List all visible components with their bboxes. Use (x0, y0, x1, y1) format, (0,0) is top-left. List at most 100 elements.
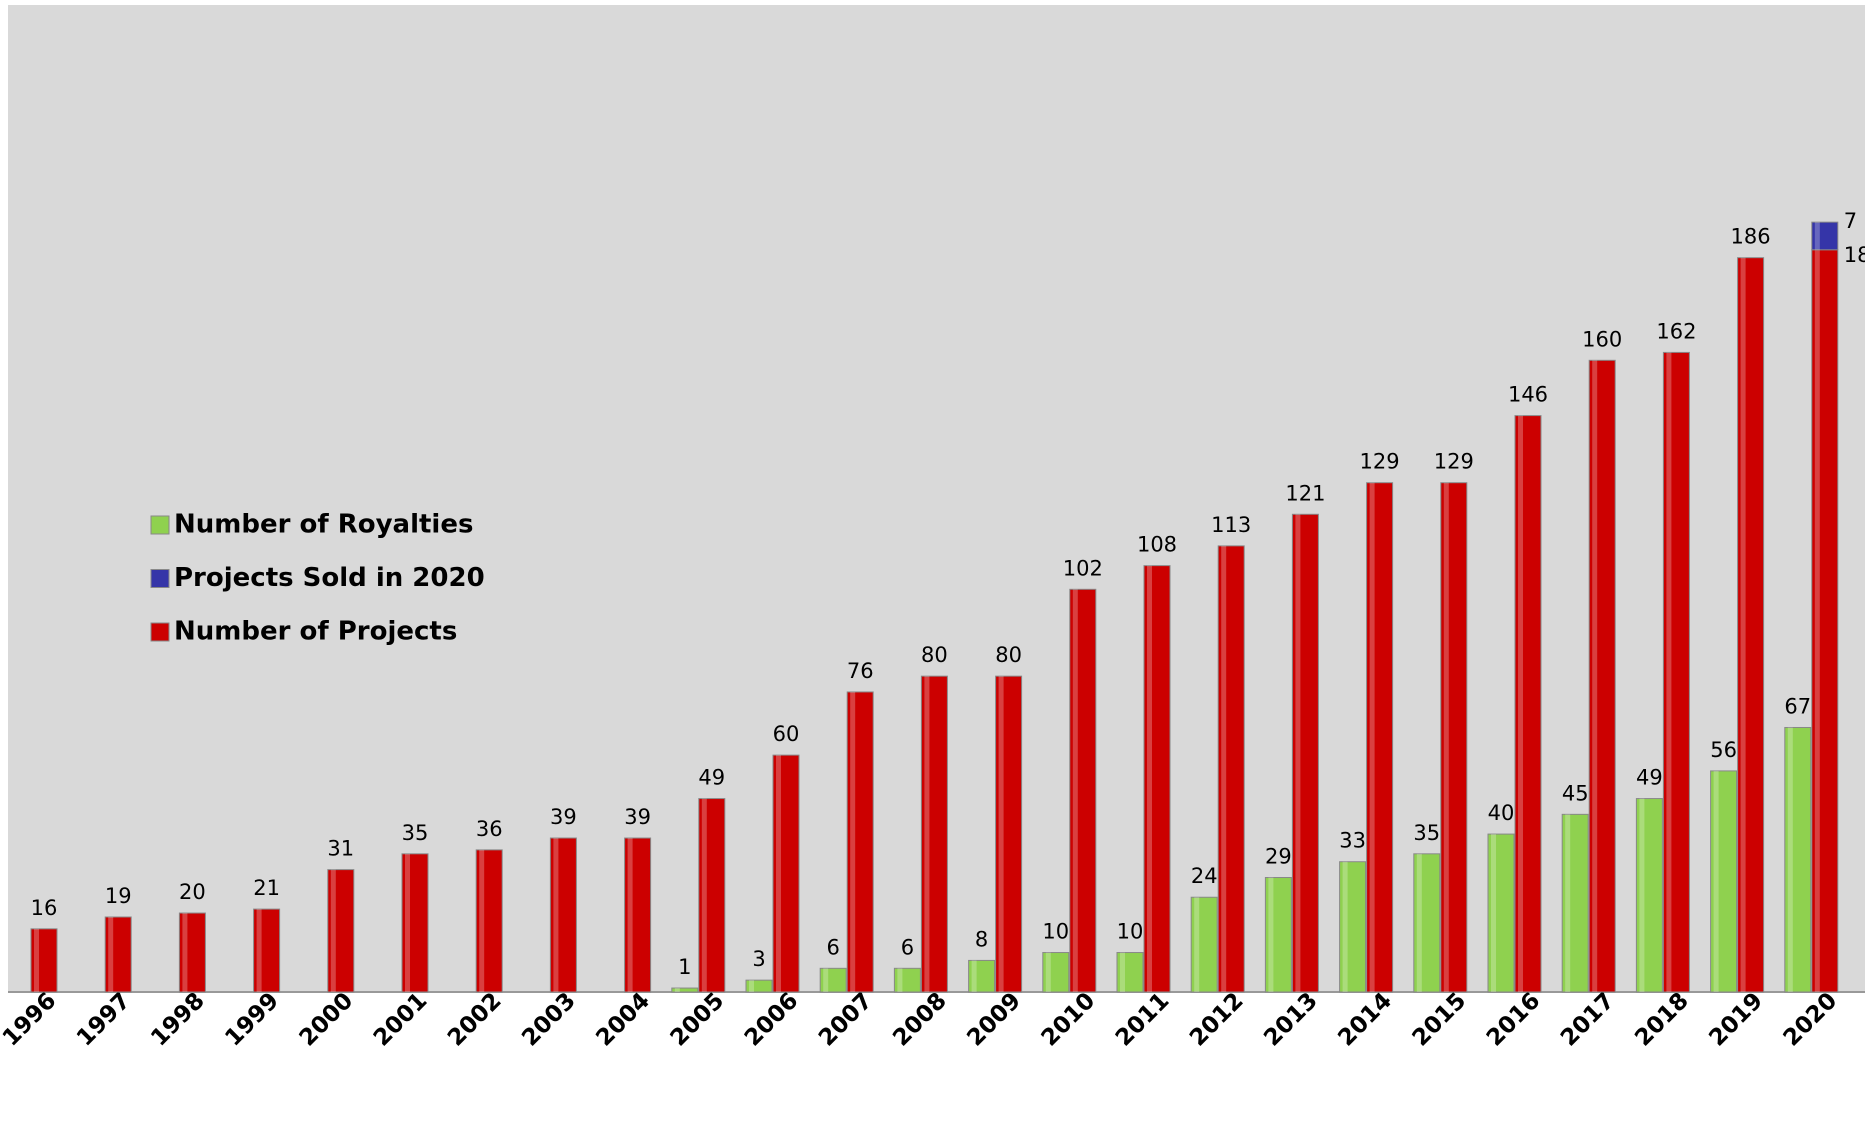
bar-highlight (1565, 814, 1570, 992)
bar-highlight (1666, 352, 1671, 992)
bar-highlight (1815, 222, 1820, 250)
bar-highlight (1073, 589, 1078, 992)
value-label: 7 (1844, 209, 1857, 233)
value-label: 146 (1508, 383, 1548, 407)
bar-highlight (850, 692, 855, 992)
value-label: 129 (1434, 450, 1474, 474)
value-label: 121 (1285, 481, 1325, 505)
bar-highlight (749, 980, 754, 992)
x-tick-label: 2002 (443, 988, 507, 1052)
value-label: 162 (1656, 319, 1696, 343)
x-tick-label: 2012 (1185, 988, 1249, 1052)
x-tick-label: 1998 (146, 988, 210, 1052)
bar-highlight (972, 960, 977, 992)
value-label: 33 (1339, 829, 1366, 853)
bar-highlight (257, 909, 262, 992)
value-label: 21 (253, 876, 280, 900)
bar-highlight (675, 988, 680, 992)
bar-highlight (1518, 416, 1523, 992)
legend-swatch (151, 570, 169, 588)
value-label: 113 (1211, 513, 1251, 537)
chart: 1996161997191998201999212000312001352002… (0, 0, 1865, 1146)
value-label: 76 (847, 659, 874, 683)
x-tick-label: 2003 (517, 988, 581, 1052)
bar-highlight (1788, 727, 1793, 992)
x-tick-label: 2004 (591, 988, 655, 1052)
value-label: 80 (921, 643, 948, 667)
x-tick-label: 2006 (740, 988, 804, 1052)
value-label: 10 (1042, 920, 1069, 944)
value-label: 16 (31, 896, 58, 920)
x-tick-label: 2001 (369, 988, 433, 1052)
value-label: 67 (1784, 694, 1811, 718)
x-tick-label: 2011 (1111, 988, 1175, 1052)
x-tick-label: 2019 (1704, 988, 1768, 1052)
x-tick-label: 2007 (814, 988, 878, 1052)
value-label: 24 (1191, 864, 1218, 888)
bar-highlight (1343, 862, 1348, 992)
value-label: 36 (476, 817, 503, 841)
x-tick-label: 2018 (1630, 988, 1694, 1052)
bar-highlight (776, 755, 781, 992)
bar-highlight (34, 929, 39, 992)
value-label: 102 (1063, 556, 1103, 580)
value-label: 186 (1731, 225, 1771, 249)
value-label: 3 (752, 947, 765, 971)
x-tick-label: 2009 (962, 988, 1026, 1052)
bar-highlight (924, 676, 929, 992)
value-label: 49 (1636, 766, 1663, 790)
bar-highlight (1194, 897, 1199, 992)
x-tick-label: 1999 (220, 988, 284, 1052)
bar-highlight (108, 917, 113, 992)
bar-highlight (1295, 514, 1300, 992)
bar-highlight (331, 870, 336, 992)
x-tick-label: 2000 (295, 988, 359, 1052)
value-label: 6 (901, 935, 914, 959)
value-label: 20 (179, 880, 206, 904)
bar-highlight (1491, 834, 1496, 992)
bar-highlight (1370, 483, 1375, 992)
x-tick-label: 2005 (666, 988, 730, 1052)
value-label: 10 (1117, 920, 1144, 944)
x-tick-label: 1996 (0, 988, 61, 1052)
bar-highlight (1815, 250, 1820, 992)
x-tick-label: 2008 (888, 988, 952, 1052)
x-tick-label: 2010 (1037, 988, 1101, 1052)
x-tick-label: 2015 (1408, 988, 1472, 1052)
value-label: 29 (1265, 845, 1292, 869)
bar-highlight (1147, 566, 1152, 992)
bar-highlight (1714, 771, 1719, 992)
x-tick-label: 2020 (1779, 988, 1843, 1052)
value-label: 19 (105, 884, 132, 908)
bar-highlight (405, 854, 410, 992)
value-label: 129 (1360, 450, 1400, 474)
value-label: 1 (678, 955, 691, 979)
value-label: 39 (624, 805, 651, 829)
bar-highlight (1221, 546, 1226, 992)
bar-highlight (1741, 258, 1746, 992)
value-label: 40 (1488, 801, 1515, 825)
bar-highlight (1444, 483, 1449, 992)
x-tick-label: 2014 (1333, 988, 1397, 1052)
value-label: 160 (1582, 327, 1622, 351)
bar-highlight (1120, 953, 1125, 992)
value-label: 35 (1413, 821, 1440, 845)
bar-highlight (1639, 799, 1644, 992)
value-label: 35 (402, 821, 429, 845)
x-tick-label: 1997 (72, 988, 136, 1052)
x-tick-label: 2013 (1259, 988, 1323, 1052)
value-label: 39 (550, 805, 577, 829)
value-label: 108 (1137, 533, 1177, 557)
bar-highlight (1592, 360, 1597, 992)
bar-highlight (702, 799, 707, 992)
value-label: 80 (995, 643, 1022, 667)
value-label: 6 (827, 935, 840, 959)
legend-label: Number of Royalties (174, 510, 473, 540)
value-label: 31 (327, 837, 354, 861)
legend-swatch (151, 516, 169, 534)
bar-highlight (1268, 878, 1273, 992)
bar-highlight (999, 676, 1004, 992)
value-label: 188 (1844, 243, 1865, 267)
value-label: 45 (1562, 781, 1589, 805)
value-label: 8 (975, 927, 988, 951)
